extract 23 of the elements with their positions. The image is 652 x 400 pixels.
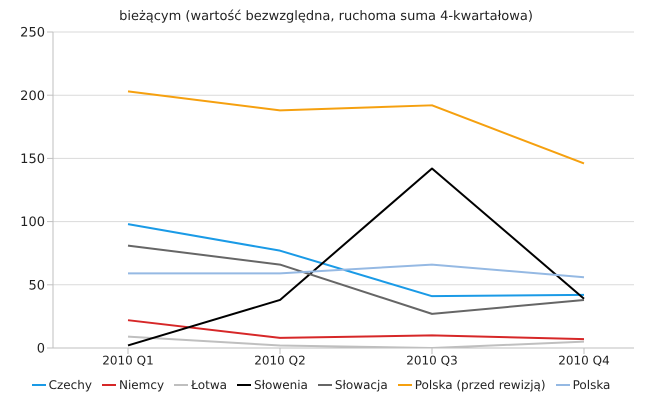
legend-label: Polska (przed rewizją): [414, 378, 546, 392]
x-tick-label: 2010 Q4: [558, 354, 610, 368]
chart-title: bieżącym (wartość bezwzględna, ruchoma suma 4-kwartałowa): [118, 8, 534, 26]
y-tick-label: 100: [20, 215, 45, 230]
legend-label: Łotwa: [191, 378, 228, 392]
x-tick-label: 2010 Q3: [406, 354, 458, 368]
y-tick-label: 150: [20, 152, 45, 168]
y-tick-label: 200: [20, 88, 45, 104]
line-series: [127, 223, 585, 298]
legend-label: Niemcy: [118, 378, 164, 392]
line-series: [127, 244, 585, 315]
legend-label: Słowacja: [334, 378, 388, 392]
y-tick-label: 0: [36, 342, 45, 357]
y-tick-label: 250: [20, 26, 45, 41]
x-tick-label: 2010 Q1: [102, 354, 154, 368]
legend-label: Polska: [572, 378, 610, 392]
x-tick-label: 2010 Q2: [254, 354, 306, 368]
legend-label: Słowenia: [254, 378, 308, 392]
line-series: [127, 319, 585, 340]
y-tick-label: 50: [28, 278, 45, 294]
line-series: [127, 90, 585, 164]
line-series: [127, 168, 585, 346]
legend-label: Czechy: [48, 378, 92, 392]
